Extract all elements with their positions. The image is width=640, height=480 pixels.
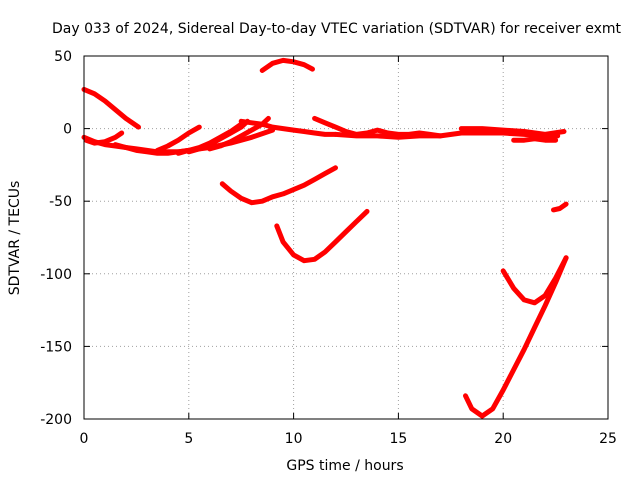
data-series-group [81, 57, 569, 419]
x-tick-label: 20 [494, 431, 512, 447]
x-axis-label: GPS time / hours [286, 458, 403, 474]
series-track-i [238, 118, 338, 137]
series-track-g [186, 118, 250, 155]
grid-lines [84, 56, 608, 419]
series-track-a [81, 86, 141, 130]
y-tick-label: -200 [40, 412, 72, 428]
axis-ticks: 0 5 10 15 20 25 -200 -150 -100 -50 0 50 [40, 49, 617, 447]
series-track-e [154, 124, 202, 153]
series-track-r [463, 255, 569, 419]
y-tick-label: -150 [40, 339, 72, 355]
series-track-o [458, 126, 567, 137]
x-tick-label: 0 [80, 431, 89, 447]
series-track-p [511, 136, 559, 143]
y-tick-label: -100 [40, 267, 72, 283]
series-track-s [500, 255, 569, 306]
series-track-j [259, 57, 315, 73]
x-tick-label: 5 [184, 431, 193, 447]
y-tick-label: -50 [49, 194, 72, 210]
series-track-l [274, 208, 370, 264]
series-track-c [83, 130, 125, 146]
series-track-q [551, 201, 569, 213]
x-tick-label: 10 [285, 431, 303, 447]
chart-title: Day 033 of 2024, Sidereal Day-to-day VTE… [52, 21, 622, 37]
y-axis-label: SDTVAR / TECUs [7, 181, 23, 296]
x-tick-label: 15 [389, 431, 407, 447]
x-tick-label: 25 [599, 431, 617, 447]
y-tick-label: 0 [63, 122, 72, 138]
y-tick-label: 50 [54, 49, 72, 65]
series-track-n [333, 130, 561, 140]
series-track-m [312, 115, 443, 139]
plot-frame [83, 55, 609, 420]
series-track-k [219, 165, 338, 206]
